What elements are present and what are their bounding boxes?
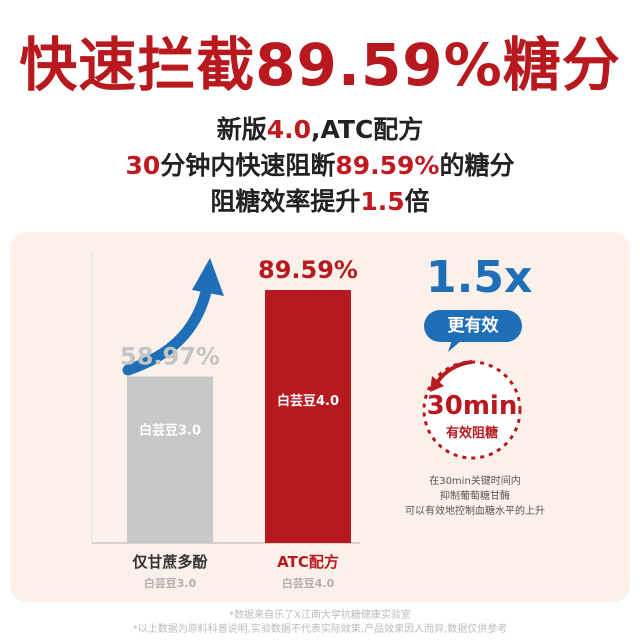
footnote: *数据来自乐了X江南大学抗糖健康实验室 <box>229 610 411 621</box>
subtitle-text: 新版 <box>216 115 267 144</box>
subtitle-text: 的糖分 <box>439 151 515 180</box>
category-sublabel: 白芸豆3.0 <box>144 576 197 590</box>
category-label: 仅甘蔗多酚 <box>131 553 208 571</box>
description: 在30min关键时间内 抑制葡萄糖甘酶 可以有效地控制血糖水平的上升 <box>380 474 570 519</box>
pill-tail <box>448 340 462 352</box>
clock-icon <box>422 360 522 460</box>
bar-value-label: 89.59% <box>258 256 358 284</box>
subtitle-version: 4.0 <box>266 115 311 144</box>
subtitle-text: 阻糖效率提升 <box>210 187 361 216</box>
description-line: 在30min关键时间内 <box>429 476 521 487</box>
subtitle-line-3: 阻糖效率提升1.5倍 <box>0 184 640 220</box>
subtitle-block: 新版4.0,ATC配方 30分钟内快速阻断89.59%的糖分 阻糖效率提升1.5… <box>0 112 640 220</box>
subtitle-text: 分钟内快速阻断 <box>160 151 336 180</box>
headline-part1: 快速拦截 <box>19 31 256 99</box>
subtitle-text: 倍 <box>404 187 430 216</box>
subtitle-percent: 89.59% <box>335 151 440 180</box>
subtitle-line-1: 新版4.0,ATC配方 <box>0 112 640 148</box>
bar-value-label: 58.97% <box>120 342 220 370</box>
subtitle-minutes: 30 <box>125 151 161 180</box>
subtitle-text: ,ATC配方 <box>311 115 424 144</box>
more-effective-badge: 更有效 <box>424 310 522 342</box>
headline: 快速拦截89.59%糖分 <box>0 18 640 102</box>
bar-1 <box>127 376 213 543</box>
clock-minutes: 30min <box>426 391 518 421</box>
category-sublabel: 白芸豆4.0 <box>282 576 335 590</box>
bar-inner-label: 白芸豆3.0 <box>139 422 201 438</box>
bar-inner-label: 白芸豆4.0 <box>277 393 339 409</box>
bar-2 <box>265 290 351 543</box>
headline-value: 89.59% <box>255 31 503 99</box>
multiplier-label: 1.5x <box>426 252 533 303</box>
footnote: *以上数据为原料科普说明,实验数据不代表实际效果,产品效果因人而异,数据仅供参考 <box>132 624 508 635</box>
category-label: ATC配方 <box>277 553 339 571</box>
description-line: 可以有效地控制血糖水平的上升 <box>405 506 545 517</box>
subtitle-factor: 1.5 <box>360 187 405 216</box>
clock-caption: 有效阻糖 <box>445 426 498 441</box>
description-line: 抑制葡萄糖甘酶 <box>440 491 510 502</box>
trend-arrow-icon <box>122 258 224 376</box>
headline-part2: 糖分 <box>502 31 621 99</box>
subtitle-line-2: 30分钟内快速阻断89.59%的糖分 <box>0 148 640 184</box>
